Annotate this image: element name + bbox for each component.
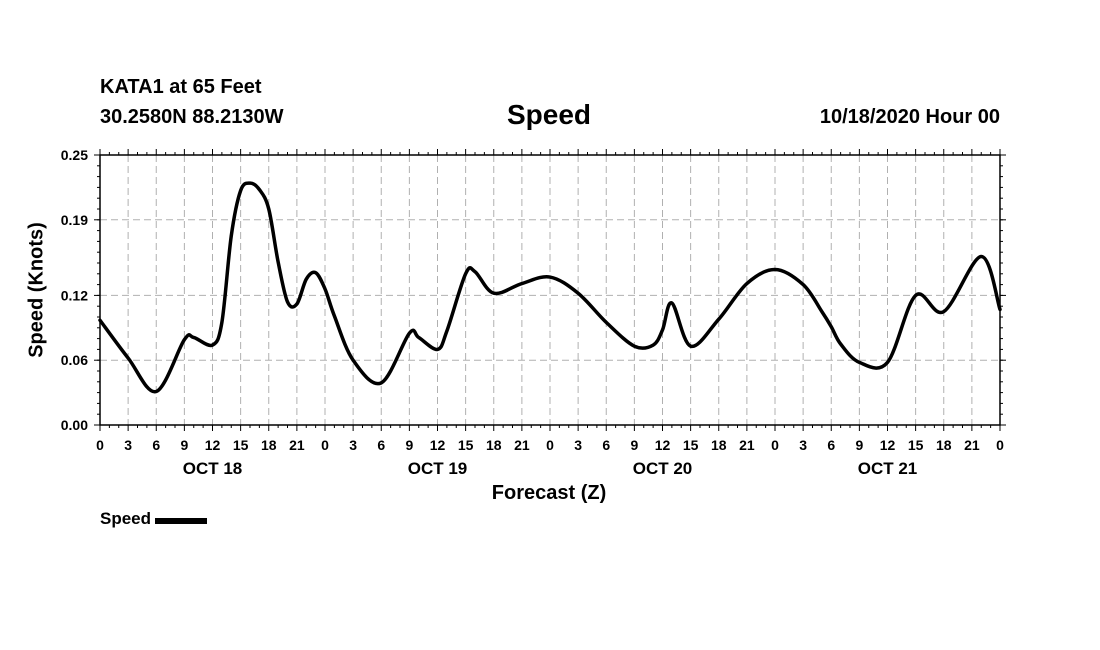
x-tick-label: 0 bbox=[96, 437, 104, 453]
x-tick-label: 12 bbox=[205, 437, 221, 453]
y-tick-label: 0.25 bbox=[61, 147, 88, 163]
x-tick-label: 3 bbox=[124, 437, 132, 453]
date-labels: OCT 18 OCT 19 OCT 20 OCT 21 bbox=[183, 459, 918, 478]
y-tick-label: 0.06 bbox=[61, 352, 88, 368]
x-tick-label: 3 bbox=[799, 437, 807, 453]
forecast-timestamp: 10/18/2020 Hour 00 bbox=[819, 106, 1000, 128]
x-tick-label: 18 bbox=[711, 437, 727, 453]
x-tick-label: 12 bbox=[430, 437, 446, 453]
legend-swatch bbox=[155, 518, 208, 524]
date-label: OCT 19 bbox=[408, 459, 468, 478]
x-tick-label: 9 bbox=[630, 437, 638, 453]
x-tick-label: 21 bbox=[739, 437, 755, 453]
x-tick-label: 3 bbox=[349, 437, 357, 453]
x-tick-label: 3 bbox=[574, 437, 582, 453]
x-tick-label: 0 bbox=[996, 437, 1004, 453]
y-tick-label: 0.00 bbox=[61, 417, 88, 433]
x-tick-label: 9 bbox=[855, 437, 863, 453]
y-tick-labels: 0.00 0.06 0.12 0.19 0.25 bbox=[61, 147, 88, 433]
x-tick-label: 18 bbox=[261, 437, 277, 453]
plot-frame bbox=[99, 154, 1001, 426]
x-tick-label: 15 bbox=[908, 437, 924, 453]
y-tick-label: 0.19 bbox=[61, 212, 88, 228]
x-tick-label: 9 bbox=[180, 437, 188, 453]
x-tick-label: 0 bbox=[546, 437, 554, 453]
x-tick-labels: 0 3 6 9 12 15 18 21 0 3 6 9 12 15 18 21 0 3 6 9 12 15 18 21 0 3 6 9… bbox=[96, 437, 1004, 453]
x-tick-label: 15 bbox=[233, 437, 249, 453]
grid-lines bbox=[100, 155, 1000, 425]
x-tick-label: 6 bbox=[377, 437, 385, 453]
x-tick-label: 21 bbox=[289, 437, 305, 453]
x-tick-label: 12 bbox=[880, 437, 896, 453]
x-tick-label: 0 bbox=[771, 437, 779, 453]
x-axis-label: Forecast (Z) bbox=[491, 482, 607, 504]
series-line-speed bbox=[98, 181, 1002, 394]
y-axis-label: Speed (Knots) bbox=[25, 222, 48, 358]
x-tick-label: 15 bbox=[458, 437, 474, 453]
x-tick-label: 12 bbox=[655, 437, 671, 453]
station-title: KATA1 at 65 Feet bbox=[100, 76, 262, 98]
date-label: OCT 20 bbox=[633, 459, 693, 478]
x-tick-label: 15 bbox=[683, 437, 699, 453]
x-tick-label: 18 bbox=[936, 437, 952, 453]
x-tick-label: 6 bbox=[827, 437, 835, 453]
date-label: OCT 18 bbox=[183, 459, 243, 478]
chart-title: Speed bbox=[506, 99, 592, 130]
x-tick-label: 21 bbox=[514, 437, 530, 453]
x-tick-label: 6 bbox=[602, 437, 610, 453]
date-label: OCT 21 bbox=[858, 459, 918, 478]
x-tick-label: 18 bbox=[486, 437, 502, 453]
x-tick-label: 0 bbox=[321, 437, 329, 453]
x-tick-label: 9 bbox=[405, 437, 413, 453]
series-lines bbox=[98, 181, 1002, 394]
legend-label: Speed bbox=[100, 509, 152, 528]
y-tick-label: 0.12 bbox=[61, 287, 88, 303]
x-tick-label: 21 bbox=[964, 437, 980, 453]
x-tick-label: 6 bbox=[152, 437, 160, 453]
legend: Speed bbox=[100, 509, 208, 529]
station-coordinates: 30.2580N 88.2130W bbox=[100, 106, 284, 128]
